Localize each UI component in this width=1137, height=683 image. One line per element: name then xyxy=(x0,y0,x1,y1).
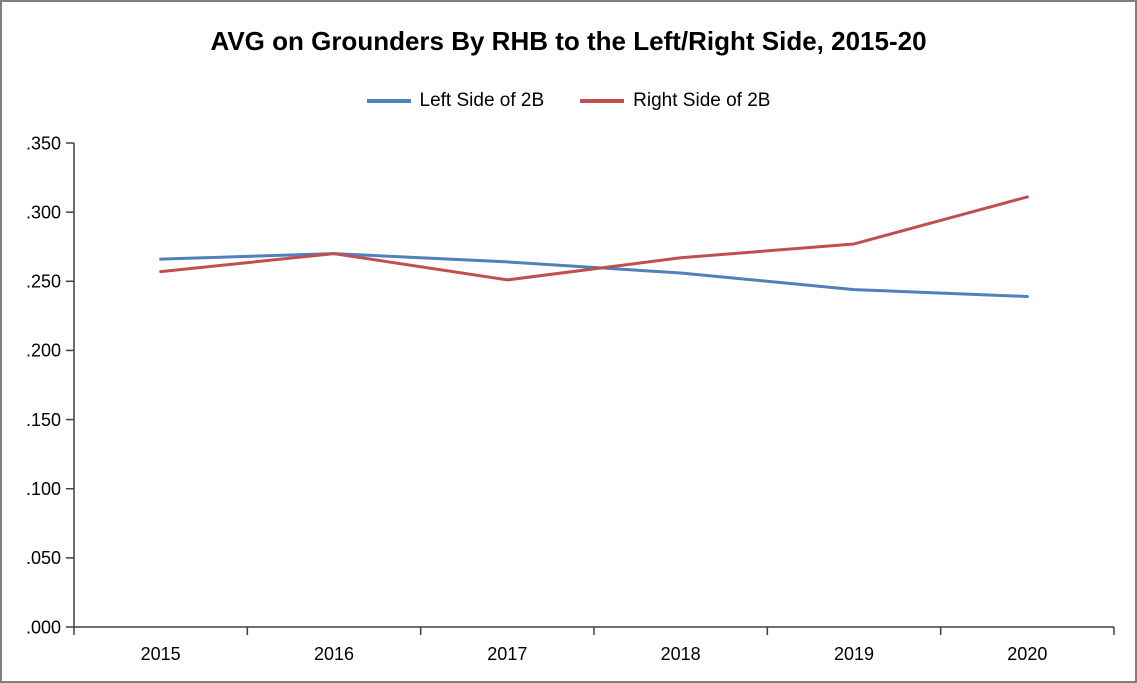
y-axis-tick-label: .150 xyxy=(26,410,61,430)
legend-item-0: Left Side of 2B xyxy=(366,90,545,112)
y-axis-tick-label: .350 xyxy=(26,133,61,153)
legend-item-1: Right Side of 2B xyxy=(580,90,770,112)
y-axis-tick-label: .050 xyxy=(26,548,61,568)
legend-line-sample xyxy=(580,99,625,103)
x-axis-tick-label: 2017 xyxy=(487,644,527,664)
y-axis-tick-label: .300 xyxy=(26,202,61,222)
x-axis-tick-label: 2020 xyxy=(1007,644,1047,664)
chart-legend: Left Side of 2B Right Side of 2B xyxy=(2,90,1135,112)
legend-label: Left Side of 2B xyxy=(419,90,545,111)
x-axis-tick-label: 2015 xyxy=(141,644,181,664)
x-axis-tick-label: 2019 xyxy=(834,644,874,664)
x-axis-tick-label: 2016 xyxy=(314,644,354,664)
y-axis-tick-label: .000 xyxy=(26,617,61,637)
chart-title: AVG on Grounders By RHB to the Left/Righ… xyxy=(210,26,927,56)
y-axis-tick-label: .200 xyxy=(26,341,61,361)
y-axis-tick-label: .100 xyxy=(26,479,61,499)
x-axis-tick-label: 2018 xyxy=(661,644,701,664)
series-line-1 xyxy=(159,195,1029,282)
legend-line-sample xyxy=(366,99,411,103)
legend-label: Right Side of 2B xyxy=(633,90,771,111)
y-axis-tick-label: .250 xyxy=(26,272,61,292)
series-line-0 xyxy=(159,252,1029,298)
